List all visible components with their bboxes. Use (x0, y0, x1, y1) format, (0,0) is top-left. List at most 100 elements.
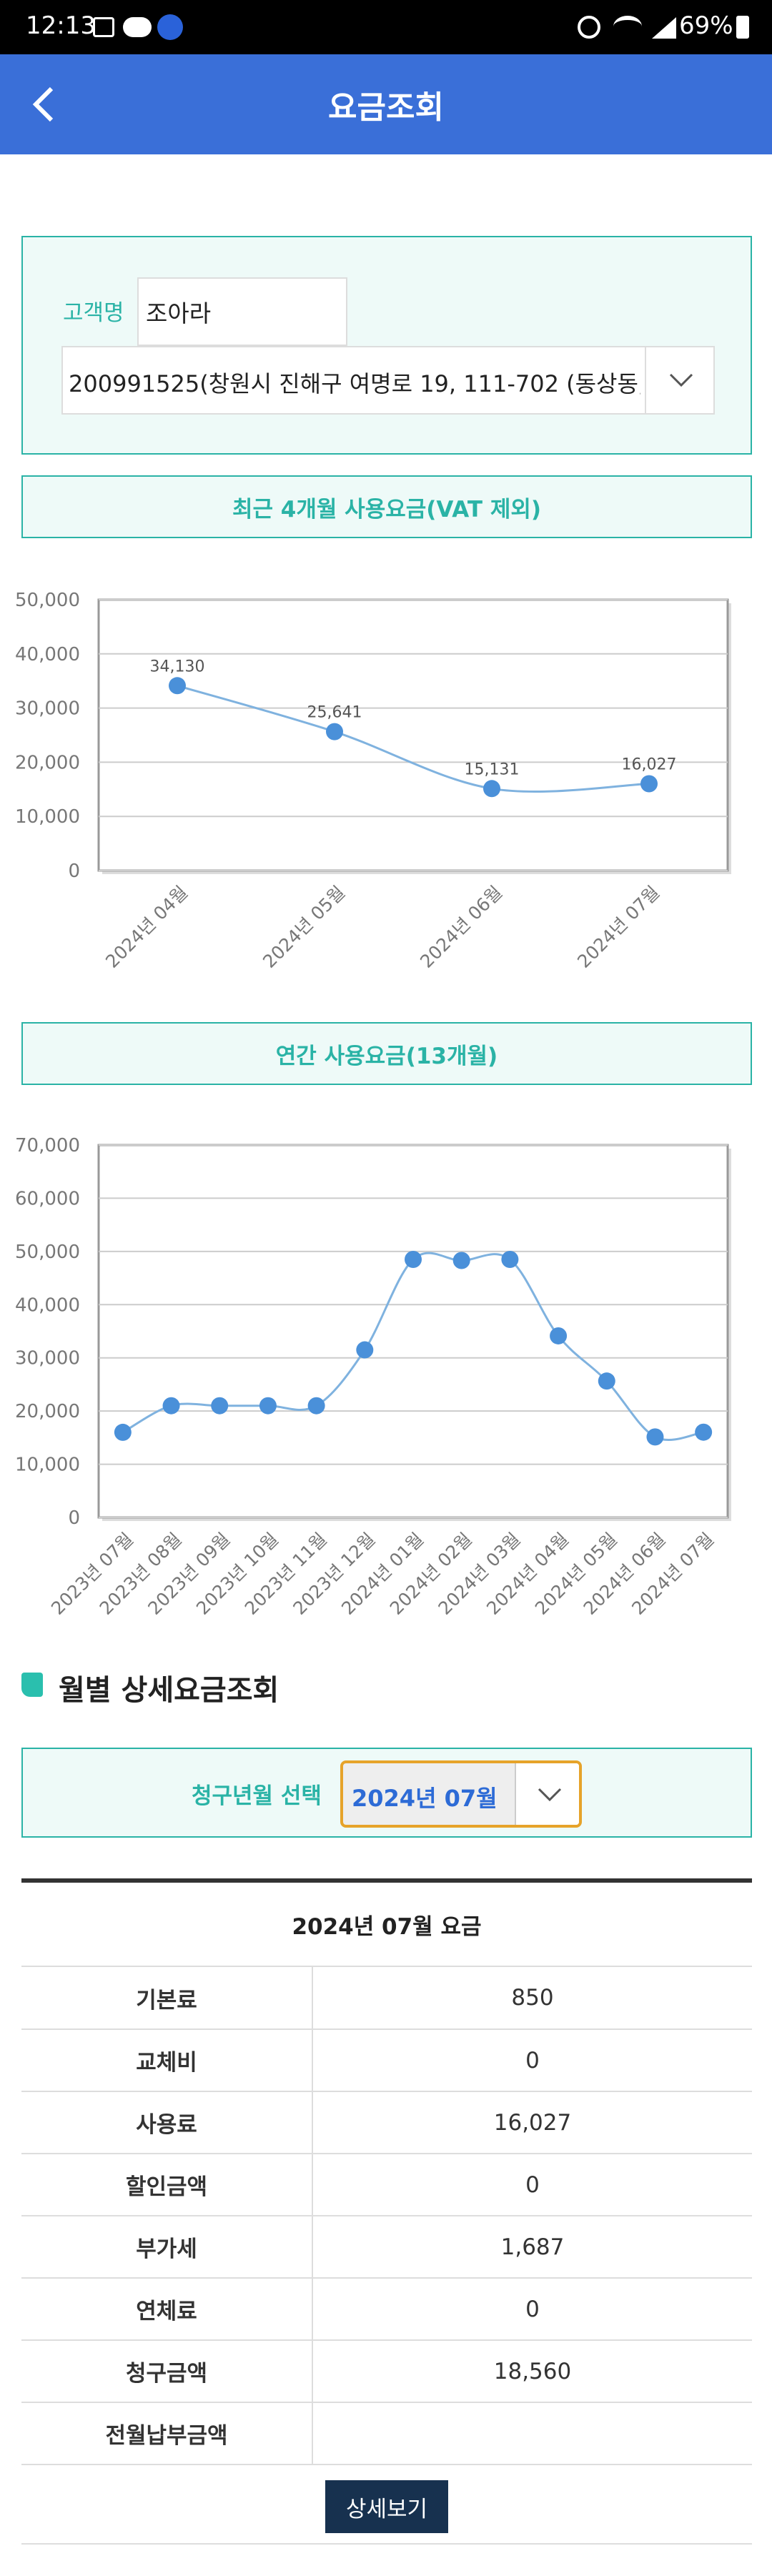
fee-value: 0 (312, 2154, 752, 2216)
fee-row: 교체비 0 (21, 2029, 752, 2092)
wifi-icon (613, 16, 642, 37)
name-label: 고객명 (63, 300, 124, 326)
plot-area (97, 1144, 729, 1519)
gallery-icon (93, 17, 114, 37)
heading-icon (21, 1673, 43, 1697)
fee-value: 1,687 (312, 2216, 752, 2279)
value-label: 34,130 (150, 658, 205, 675)
chart: 0 10,000 20,000 30,000 40,000 50,000 34,130 202… (15, 590, 731, 972)
y-tick-label: 70,000 (15, 1135, 80, 1156)
name-field[interactable]: 조아라 (137, 277, 347, 346)
table-top-rule (21, 1878, 752, 1883)
battery-icon (736, 16, 749, 39)
y-tick-label: 0 (68, 1507, 80, 1529)
fee-row: 사용료 16,027 (21, 2091, 752, 2154)
fee-row: 연체료 0 (21, 2278, 752, 2341)
dropdown-button[interactable] (515, 1763, 579, 1825)
point (550, 1327, 568, 1344)
chart1-title: 최근 4개월 사용요금(VAT 제외) (21, 475, 752, 538)
fee-label: 교체비 (21, 2029, 313, 2092)
plot-area (97, 598, 729, 872)
status-bar: 12:13 69% (0, 0, 772, 54)
y-tick-label: 0 (68, 861, 80, 882)
fee-row: 기본료 850 (21, 1967, 752, 2030)
y-tick-label: 30,000 (15, 1348, 80, 1369)
dropdown-button[interactable] (645, 347, 713, 413)
y-tick-label: 20,000 (15, 1401, 80, 1422)
x-tick-label: 2024년 06월 (416, 882, 506, 972)
fee-label: 연체료 (21, 2278, 313, 2341)
back-button[interactable] (26, 83, 61, 126)
month-select[interactable]: 2024년 07월 (340, 1760, 582, 1828)
battery-text: 69% (679, 11, 733, 40)
x-tick-label: 2023년 07월 (47, 1529, 137, 1619)
point (259, 1397, 277, 1415)
point (211, 1397, 229, 1415)
fee-label: 사용료 (21, 2091, 313, 2154)
fee-value (312, 2402, 752, 2465)
fee-row: 청구금액 18,560 (21, 2340, 752, 2403)
x-tick-label: 2024년 04월 (102, 882, 192, 972)
point (483, 780, 500, 798)
y-tick-label: 50,000 (15, 1242, 80, 1263)
clock: 12:13 (26, 11, 96, 40)
chart: 0 10,000 20,000 30,000 40,000 50,000 60,000 70,… (15, 1135, 731, 1619)
fee-value: 18,560 (312, 2340, 752, 2403)
fee-value: 16,027 (312, 2091, 752, 2154)
fee-row: 할인금액 0 (21, 2154, 752, 2216)
fee-label: 기본료 (21, 1967, 313, 2030)
y-tick-label: 40,000 (15, 644, 80, 665)
selected-month: 2024년 07월 (352, 1785, 498, 1812)
header: 요금조회 (0, 54, 772, 154)
y-tick-label: 40,000 (15, 1294, 80, 1316)
fee-value: 0 (312, 2029, 752, 2092)
value-label: 16,027 (622, 756, 677, 774)
point (646, 1428, 664, 1446)
fee-row: 부가세 1,687 (21, 2216, 752, 2279)
x-tick-label: 2024년 07월 (573, 882, 663, 972)
header-title: 요금조회 (328, 89, 444, 126)
cloud-icon (123, 17, 152, 37)
fee-table: 기본료 850 교체비 0 사용료 16,027 할인금액 0 부가세 1,687 연체료 0 청구금액… (21, 1967, 752, 2465)
fee-label: 청구금액 (21, 2340, 313, 2403)
alarm-icon (578, 16, 600, 39)
value-label: 25,641 (307, 704, 362, 722)
point (162, 1397, 180, 1415)
point (326, 723, 343, 740)
table-title: 2024년 07월 요금 (21, 1883, 752, 1967)
account-text: 200991525(창원시 진해구 여명로 19, 111-702 (동상동, … (69, 370, 640, 397)
value-label: 15,131 (465, 761, 520, 778)
point (114, 1423, 132, 1441)
fee-label: 부가세 (21, 2216, 313, 2279)
point (169, 677, 186, 695)
chart2-title: 연간 사용요금(13개월) (21, 1022, 752, 1085)
point (405, 1251, 422, 1269)
line (177, 684, 650, 793)
point (598, 1372, 615, 1390)
fee-label: 전월납부금액 (21, 2402, 313, 2465)
select-label: 청구년월 선택 (192, 1783, 322, 1809)
app-icon (157, 14, 183, 40)
account-select[interactable]: 200991525(창원시 진해구 여명로 19, 111-702 (동상동, … (61, 346, 715, 415)
fee-label: 할인금액 (21, 2154, 313, 2216)
y-tick-label: 60,000 (15, 1188, 80, 1209)
point (695, 1423, 713, 1441)
section-heading: 월별 상세요금조회 (59, 1674, 279, 1707)
customer-box: 고객명 조아라 200991525(창원시 진해구 여명로 19, 111-70… (21, 236, 752, 455)
detail-button[interactable]: 상세보기 (325, 2480, 448, 2533)
y-tick-label: 50,000 (15, 590, 80, 611)
fee-row: 전월납부금액 (21, 2402, 752, 2465)
y-tick-label: 10,000 (15, 1455, 80, 1476)
month-select-box: 청구년월 선택 2024년 07월 (21, 1748, 752, 1838)
point (452, 1252, 470, 1269)
button-row: 상세보기 (21, 2464, 752, 2545)
y-tick-label: 20,000 (15, 752, 80, 773)
fee-value: 850 (312, 1967, 752, 2030)
point (307, 1397, 325, 1415)
point (640, 775, 658, 793)
point (356, 1341, 374, 1359)
x-tick-label: 2024년 05월 (259, 882, 349, 972)
fee-value: 0 (312, 2278, 752, 2341)
y-tick-label: 10,000 (15, 806, 80, 828)
